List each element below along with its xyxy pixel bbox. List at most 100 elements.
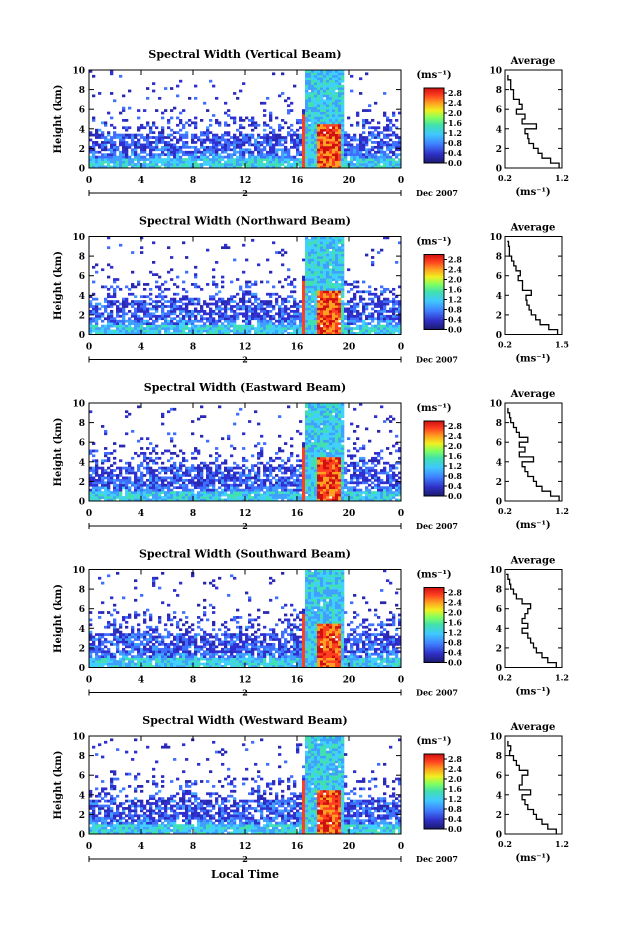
y-tick-label: 4 bbox=[79, 292, 85, 302]
x-tick-label: 0 bbox=[86, 343, 92, 353]
average-frame bbox=[504, 69, 563, 169]
y-tick-label: 6 bbox=[79, 439, 85, 449]
colorbar-unit: (ms⁻¹) bbox=[416, 403, 451, 414]
x-axis-label: Local Time bbox=[211, 868, 279, 881]
y-tick-label: 4 bbox=[79, 625, 85, 635]
colorbar-tick-label: 2.8 bbox=[448, 754, 462, 764]
average-y-tick-label: 2 bbox=[496, 811, 502, 821]
heatmap bbox=[89, 403, 401, 501]
average-y-tick-label: 10 bbox=[489, 566, 502, 576]
x-tick-label: 0 bbox=[398, 676, 404, 686]
average-y-tick-label: 8 bbox=[496, 86, 502, 96]
colorbar-tick-label: 1.6 bbox=[448, 285, 462, 295]
x-tick-label: 12 bbox=[239, 509, 252, 519]
x-tick-label: 8 bbox=[190, 509, 196, 519]
y-tick-label: 4 bbox=[79, 125, 85, 135]
colorbar-tick-label: 2.4 bbox=[448, 98, 462, 108]
average-y-tick-label: 8 bbox=[496, 752, 502, 762]
colorbar-tick-label: 0.8 bbox=[448, 138, 462, 148]
average-y-tick-label: 4 bbox=[496, 791, 502, 801]
colorbar-tick-label: 2.4 bbox=[448, 265, 462, 275]
colorbar bbox=[423, 254, 445, 330]
x-tick-label: 12 bbox=[239, 343, 252, 353]
colorbar-tick-label: 1.6 bbox=[448, 784, 462, 794]
x-tick-label: 4 bbox=[138, 842, 144, 852]
average-y-tick-label: 0 bbox=[496, 331, 502, 341]
colorbar-tick-label: 2.4 bbox=[448, 598, 462, 608]
date-label: Dec 2007 bbox=[416, 355, 458, 365]
y-tick-label: 4 bbox=[79, 791, 85, 801]
y-tick-label: 8 bbox=[79, 752, 85, 762]
colorbar-tick-label: 2.0 bbox=[448, 441, 462, 451]
y-axis-label: Height (km) bbox=[53, 85, 64, 154]
average-frame bbox=[504, 569, 563, 668]
colorbar-unit: (ms⁻¹) bbox=[416, 736, 451, 747]
colorbar bbox=[423, 587, 445, 663]
average-x-tick-label: 0.2 bbox=[498, 839, 512, 849]
day-label: 2 bbox=[242, 355, 248, 365]
average-x-tick-label: 1.2 bbox=[555, 173, 569, 183]
average-x-label: (ms⁻¹) bbox=[515, 687, 550, 698]
x-tick-label: 0 bbox=[86, 842, 92, 852]
colorbar-tick-label: 0.8 bbox=[448, 305, 462, 315]
x-tick-label: 0 bbox=[86, 676, 92, 686]
average-x-tick-label: 1.2 bbox=[555, 506, 569, 516]
average-title: Average bbox=[510, 556, 556, 567]
average-y-tick-label: 4 bbox=[496, 125, 502, 135]
panel-title: Spectral Width (Vertical Beam) bbox=[148, 48, 341, 61]
average-profile-line bbox=[507, 74, 560, 168]
colorbar-tick-label: 1.6 bbox=[448, 451, 462, 461]
colorbar-tick-label: 1.6 bbox=[448, 118, 462, 128]
heatmap bbox=[89, 736, 401, 834]
average-x-tick-label: 0.2 bbox=[498, 173, 512, 183]
panel-title: Spectral Width (Eastward Beam) bbox=[144, 381, 346, 394]
day-label: 2 bbox=[242, 688, 248, 698]
y-axis-label: Height (km) bbox=[53, 418, 64, 487]
average-y-tick-label: 2 bbox=[496, 644, 502, 654]
average-y-tick-label: 6 bbox=[496, 772, 502, 782]
colorbar-unit: (ms⁻¹) bbox=[416, 570, 451, 581]
date-label: Dec 2007 bbox=[416, 188, 458, 198]
y-tick-label: 6 bbox=[79, 605, 85, 615]
colorbar-tick-label: 0.0 bbox=[448, 824, 462, 834]
x-tick-label: 8 bbox=[190, 176, 196, 186]
x-tick-label: 4 bbox=[138, 343, 144, 353]
x-tick-label: 16 bbox=[291, 176, 304, 186]
x-tick-label: 16 bbox=[291, 343, 304, 353]
average-y-tick-label: 4 bbox=[496, 292, 502, 302]
colorbar-tick-label: 2.0 bbox=[448, 275, 462, 285]
colorbar-tick-label: 0.8 bbox=[448, 804, 462, 814]
x-tick-label: 12 bbox=[239, 842, 252, 852]
y-tick-label: 2 bbox=[79, 311, 85, 321]
average-y-tick-label: 0 bbox=[496, 165, 502, 175]
y-tick-label: 10 bbox=[72, 400, 85, 410]
colorbar-tick-label: 2.8 bbox=[448, 255, 462, 265]
average-profile-line bbox=[506, 573, 557, 668]
y-tick-label: 2 bbox=[79, 811, 85, 821]
colorbar-tick-label: 2.4 bbox=[448, 764, 462, 774]
colorbar-tick-label: 1.2 bbox=[448, 794, 462, 804]
colorbar-tick-label: 0.0 bbox=[448, 658, 462, 668]
average-x-tick-label: 0.2 bbox=[498, 506, 512, 516]
average-y-tick-label: 6 bbox=[496, 439, 502, 449]
average-x-tick-label: 1.2 bbox=[555, 839, 569, 849]
y-tick-label: 10 bbox=[72, 566, 85, 576]
average-x-tick-label: 1.5 bbox=[555, 340, 569, 350]
x-tick-label: 0 bbox=[398, 509, 404, 519]
y-tick-label: 10 bbox=[72, 733, 85, 743]
x-tick-label: 12 bbox=[239, 676, 252, 686]
date-label: Dec 2007 bbox=[416, 688, 458, 698]
panel-0: Spectral Width (Vertical Beam) 0 2 4 6 8 10 Hei… bbox=[53, 48, 569, 198]
y-tick-label: 10 bbox=[72, 233, 85, 243]
y-tick-label: 2 bbox=[79, 644, 85, 654]
colorbar-tick-label: 1.2 bbox=[448, 295, 462, 305]
average-x-tick-label: 0.2 bbox=[498, 340, 512, 350]
average-frame bbox=[504, 402, 563, 502]
colorbar-tick-label: 1.2 bbox=[448, 461, 462, 471]
colorbar-unit: (ms⁻¹) bbox=[416, 237, 451, 248]
average-frame bbox=[504, 236, 563, 335]
average-y-tick-label: 8 bbox=[496, 419, 502, 429]
colorbar-tick-label: 0.8 bbox=[448, 471, 462, 481]
x-tick-label: 20 bbox=[343, 676, 356, 686]
heatmap bbox=[89, 70, 401, 168]
